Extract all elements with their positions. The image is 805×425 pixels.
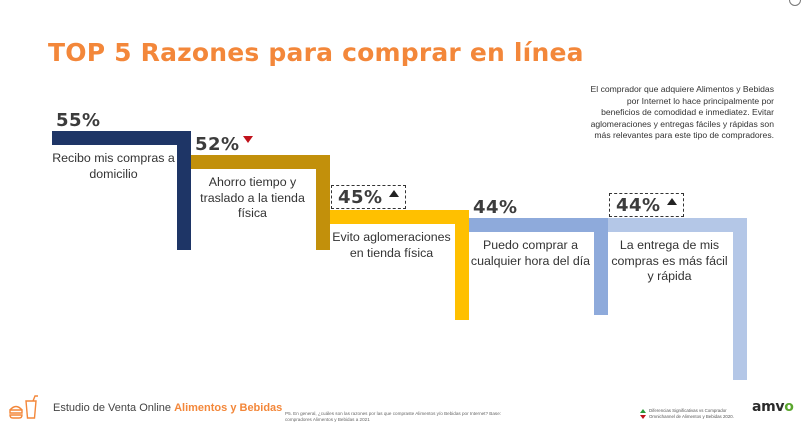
source-note: P5. En general, ¿cuáles son las razones … bbox=[285, 411, 502, 422]
legend-down-icon bbox=[640, 415, 646, 419]
bar-step-drop-5 bbox=[733, 218, 747, 380]
bar-step-drop-4 bbox=[594, 218, 608, 315]
legend-text: Diferencias Significativas vs Comprador … bbox=[649, 408, 734, 419]
insight-note: El comprador que adquiere Alimentos y Be… bbox=[590, 84, 774, 141]
bar-step-2 bbox=[191, 155, 330, 380]
bar-step-drop-2 bbox=[316, 155, 330, 250]
category-label-5: La entrega de mis compras es más fácil y… bbox=[611, 238, 728, 283]
significance-legend: Diferencias Significativas vs Comprador … bbox=[640, 408, 746, 419]
value-label-3: 45% bbox=[331, 185, 406, 209]
value-label-2: 52% bbox=[195, 134, 253, 155]
bar-step-top-1 bbox=[52, 131, 191, 145]
category-label-3: Evito aglomeraciones en tienda física bbox=[332, 230, 451, 260]
footer-brand: Estudio de Venta Online Alimentos y Bebi… bbox=[7, 395, 282, 421]
decrease-icon bbox=[242, 136, 253, 143]
food-drink-icon bbox=[9, 395, 38, 419]
bar-step-top-4 bbox=[469, 218, 608, 232]
value-label-5: 44% bbox=[609, 193, 684, 217]
bar-step-5 bbox=[608, 218, 747, 380]
corner-circle-icon bbox=[789, 0, 801, 6]
bar-step-4 bbox=[469, 218, 608, 380]
amvo-logo: amvo bbox=[752, 399, 794, 415]
bar-step-1 bbox=[52, 131, 191, 380]
category-label-4: Puedo comprar a cualquier hora del día bbox=[470, 238, 591, 268]
category-label-2: Ahorro tiempo y traslado a la tienda fís… bbox=[200, 175, 305, 220]
increase-icon bbox=[666, 198, 677, 205]
page-title: TOP 5 Razones para comprar en línea bbox=[48, 38, 584, 67]
value-label-1: 55% bbox=[56, 110, 101, 131]
category-label-1: Recibo mis compras a domicilio bbox=[52, 151, 175, 181]
bar-step-drop-1 bbox=[177, 131, 191, 250]
bar-step-top-2 bbox=[191, 155, 330, 169]
bar-step-top-5 bbox=[608, 218, 747, 232]
increase-icon bbox=[388, 190, 399, 197]
legend-up-icon bbox=[640, 409, 646, 413]
value-label-4: 44% bbox=[473, 197, 518, 218]
bar-step-top-3 bbox=[330, 210, 469, 224]
bar-step-drop-3 bbox=[455, 210, 469, 320]
brand-text: Estudio de Venta Online Alimentos y Bebi… bbox=[53, 402, 283, 414]
bar-step-3 bbox=[330, 210, 469, 380]
